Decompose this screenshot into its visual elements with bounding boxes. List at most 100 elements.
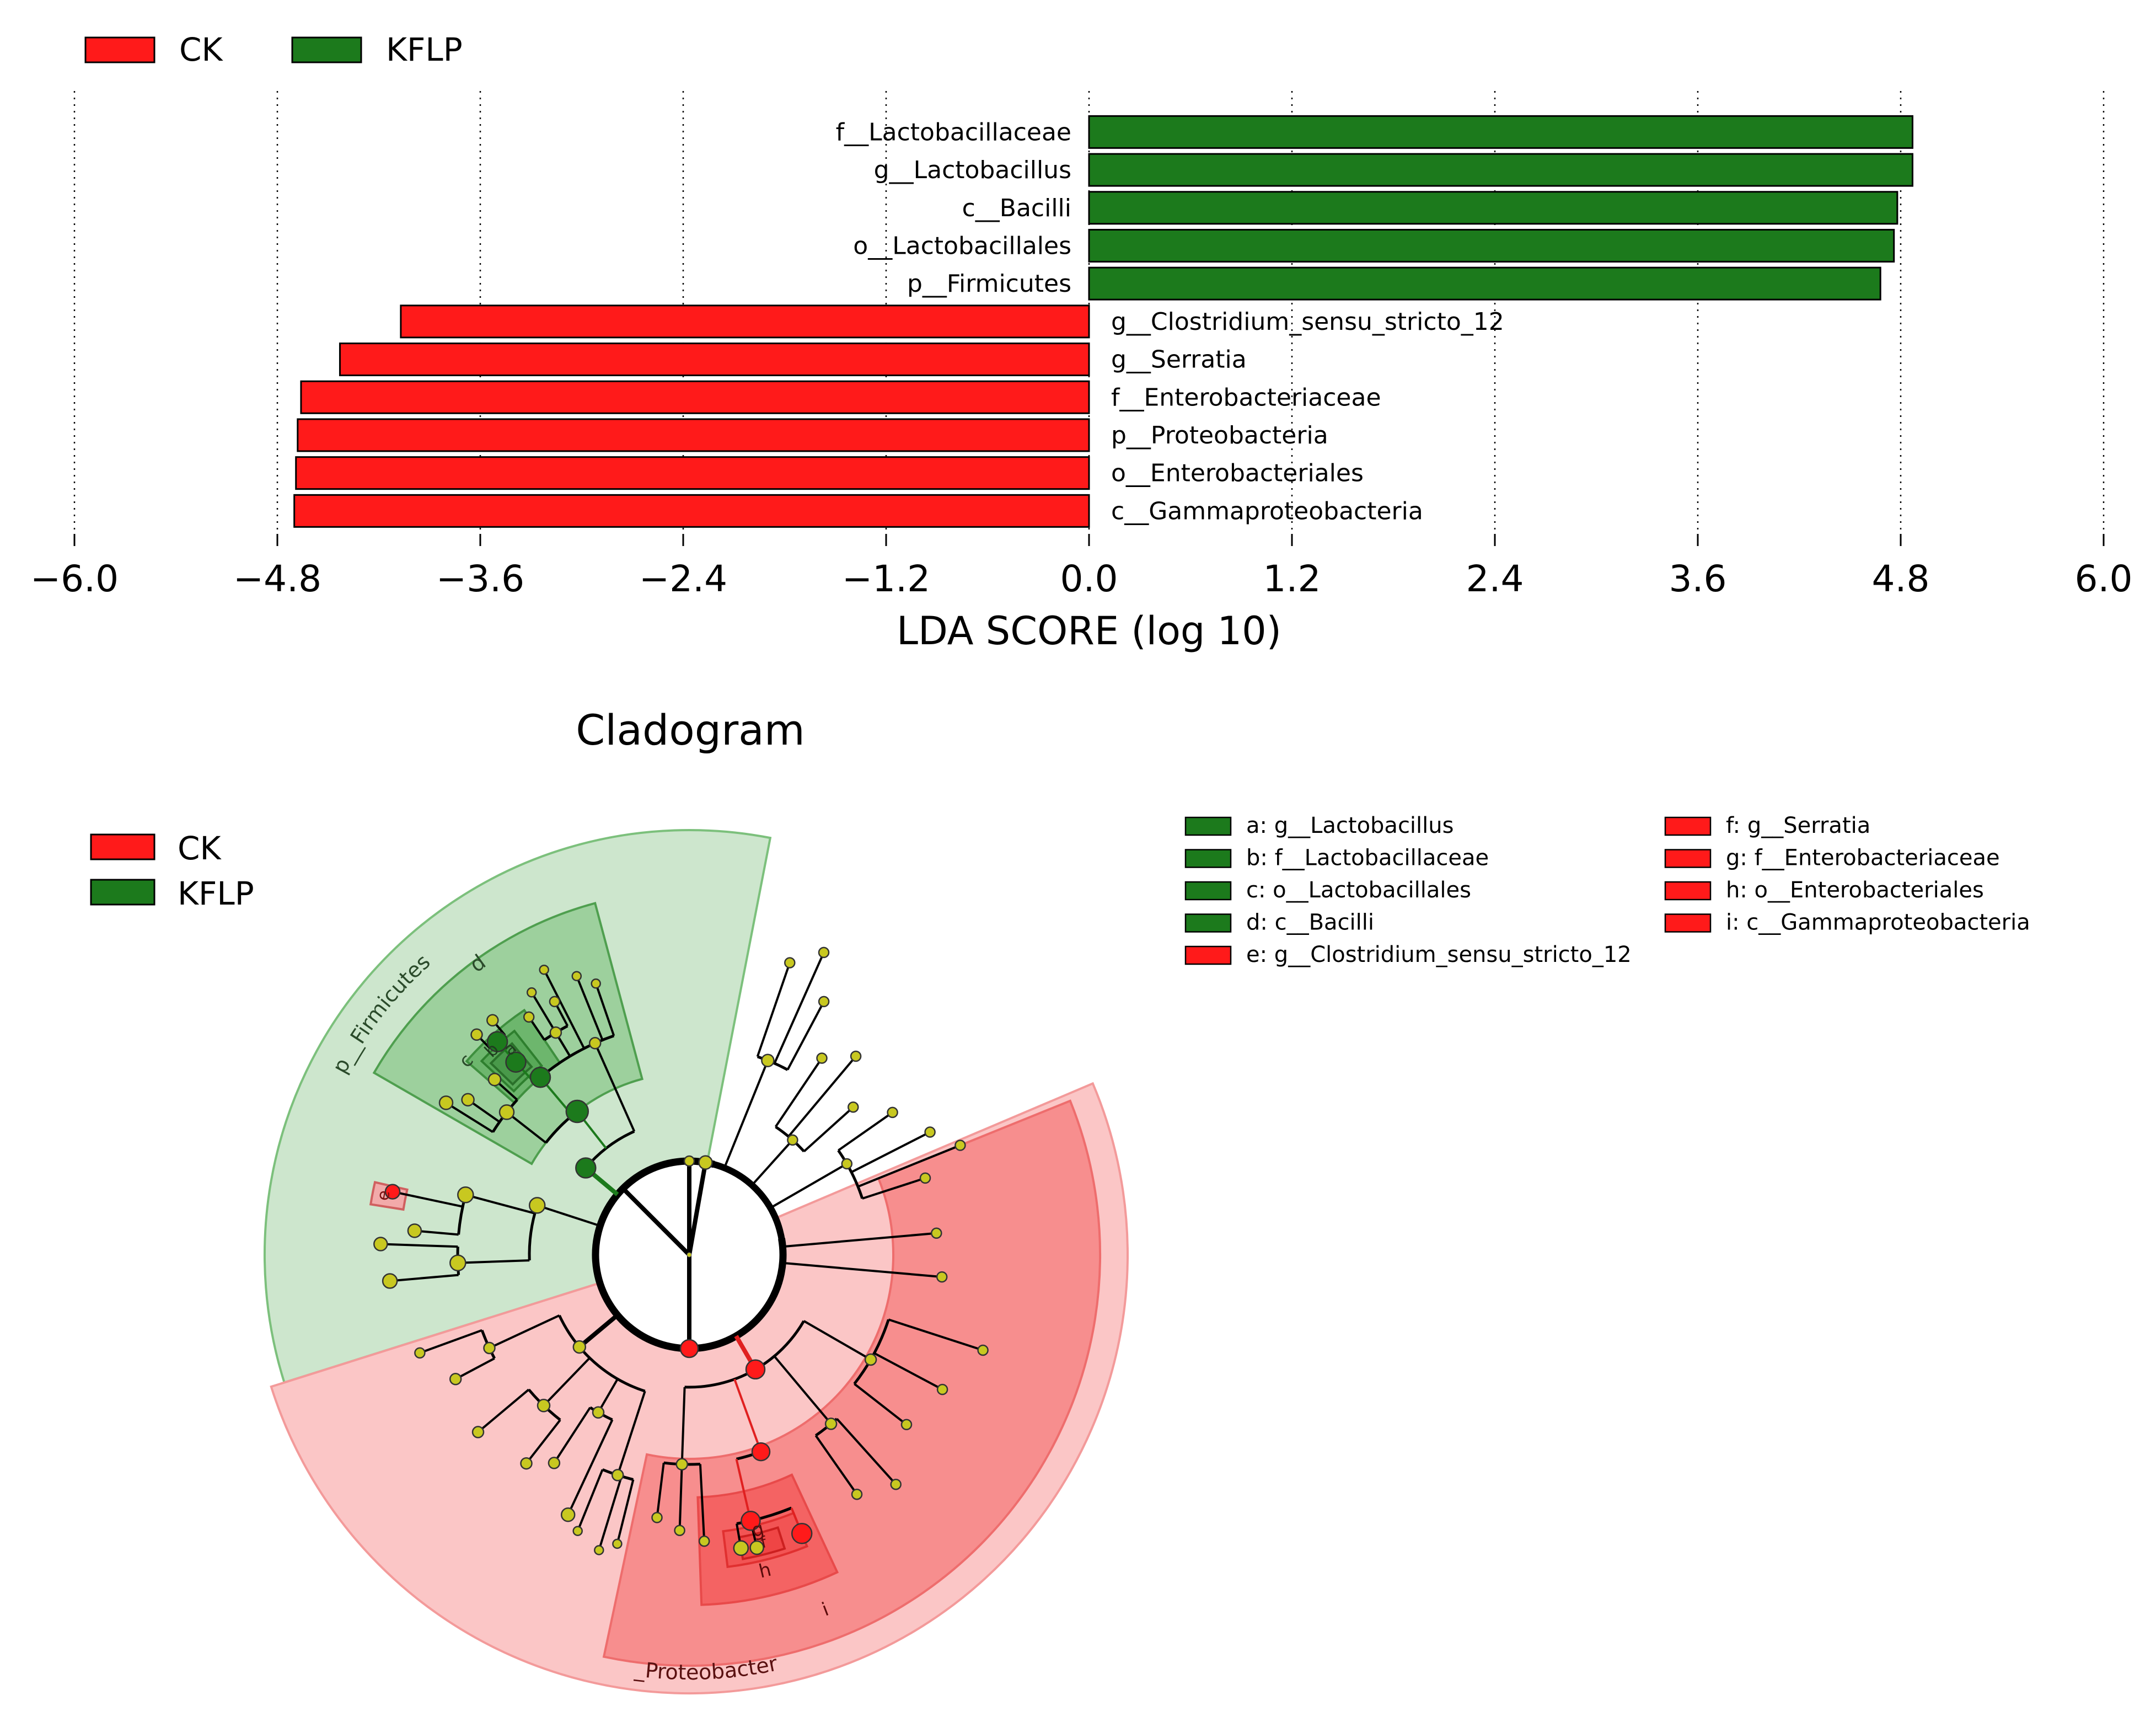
cladogram-node xyxy=(520,1457,533,1470)
cladogram-node xyxy=(528,1197,546,1214)
cladogram-branch xyxy=(567,1419,614,1516)
lda-tick-label: −6.0 xyxy=(30,558,119,600)
lda-bar xyxy=(300,380,1090,414)
cladogram-node xyxy=(674,1525,685,1536)
lda-tick-labels: −6.0 −4.8 −3.6 −2.4 −1.2 0.0 1.2 2.4 3.6 4.8 6.0 xyxy=(30,558,2133,600)
cladogram-branch xyxy=(616,1390,646,1476)
cladogram-node xyxy=(549,996,561,1008)
cladogram-branch xyxy=(770,1163,848,1209)
cladogram-node xyxy=(745,1359,766,1380)
cladogram-node xyxy=(549,1026,562,1039)
cladogram-branch-arc xyxy=(597,1186,626,1227)
cladogram-branch xyxy=(733,1378,762,1452)
cladogram-branch xyxy=(773,952,825,1064)
cladogram-key-label: e: g__Clostridium_sensu_stricto_12 xyxy=(1246,942,1632,967)
cladogram-branch xyxy=(537,1204,600,1227)
cladogram-node xyxy=(457,1186,474,1204)
cladogram-node xyxy=(741,1511,761,1531)
cladogram-branch xyxy=(699,1464,706,1542)
cladogram-branch xyxy=(543,969,586,1049)
lda-tick-label: 1.2 xyxy=(1263,558,1321,600)
cladogram-node xyxy=(900,1419,913,1431)
cladogram-branch xyxy=(803,1320,872,1361)
cladogram-node xyxy=(890,1478,902,1490)
cladogram-branch xyxy=(380,1243,458,1248)
cladogram-node xyxy=(591,978,601,989)
cladogram-node xyxy=(851,1488,863,1500)
cladogram-branch xyxy=(489,1314,560,1349)
cladogram-branch xyxy=(543,1357,591,1406)
cladogram-branch xyxy=(814,1435,858,1495)
cladogram-key-label: i: c__Gammaproteobacteria xyxy=(1726,910,2030,935)
cladogram-node xyxy=(751,1442,771,1462)
legend-kflp-label: KFLP xyxy=(386,31,463,68)
lda-gridlines xyxy=(73,91,2105,546)
cladogram-node xyxy=(373,1237,388,1251)
cladogram-key-label: d: c__Bacilli xyxy=(1246,910,1374,935)
cladogram-node xyxy=(698,1536,710,1547)
cladogram-legend-kflp-label: KFLP xyxy=(178,875,254,912)
cladogram-clade-regions xyxy=(263,829,1129,1695)
cladogram-key-swatch xyxy=(1184,945,1232,965)
lda-bar-label: g__Lactobacillus xyxy=(874,156,1071,184)
cladogram-branch xyxy=(787,1055,857,1137)
lda-bar xyxy=(1088,115,1913,149)
cladogram-node xyxy=(864,1353,877,1366)
lda-bar xyxy=(297,418,1090,452)
cladogram-node xyxy=(588,1037,602,1050)
cladogram-branch xyxy=(525,1419,561,1464)
cladogram-key: a: g__Lactobacillus b: f__Lactobacillacea… xyxy=(1184,813,2030,967)
cladogram-branch xyxy=(597,1378,619,1413)
cladogram-node xyxy=(787,1134,798,1146)
lda-bar-label: o__Lactobacillales xyxy=(853,232,1071,260)
lda-legend: CK KFLP xyxy=(84,31,463,68)
cladogram-node xyxy=(592,1406,605,1419)
cladogram-branch xyxy=(621,1186,691,1256)
cladogram-branch xyxy=(774,1057,823,1128)
cladogram-node xyxy=(560,1507,576,1522)
cladogram-node xyxy=(449,1373,462,1386)
cladogram-node xyxy=(679,1339,699,1358)
cladogram-branch xyxy=(455,1357,495,1381)
legend-ck-swatch xyxy=(84,36,155,63)
cladogram-node xyxy=(384,1184,401,1200)
lda-tick-label: 3.6 xyxy=(1669,558,1727,600)
lda-bar-label: p__Proteobacteria xyxy=(1111,421,1328,450)
lda-bars: f__Lactobacillaceae g__Lactobacillus c__Ba… xyxy=(293,115,1913,528)
cladogram-root-node xyxy=(687,1252,692,1258)
cladogram-branch-arc xyxy=(853,1319,890,1385)
cladogram-branch xyxy=(578,1313,619,1349)
lda-bar xyxy=(339,343,1090,377)
cladogram-branch-arc xyxy=(736,1506,792,1525)
cladogram-node xyxy=(487,1072,502,1087)
cladogram: p__Firmicutesp__Proteobacteriadcbaefghi xyxy=(263,829,1129,1695)
cladogram-branch xyxy=(553,1406,591,1464)
lda-tick-label: 4.8 xyxy=(1872,558,1930,600)
cladogram-node xyxy=(575,1157,597,1179)
cladogram-node xyxy=(414,1347,426,1359)
cladogram-branch xyxy=(782,1261,942,1279)
cladogram-legend: CK KFLP xyxy=(90,830,254,912)
cladogram-branch xyxy=(756,962,791,1057)
cladogram-node xyxy=(470,1028,483,1041)
lda-x-axis-label: LDA SCORE (log 10) xyxy=(897,608,1281,654)
lda-tick-label: −1.2 xyxy=(842,558,930,600)
cladogram-branch-arc xyxy=(558,1314,646,1393)
cladogram-node xyxy=(977,1344,989,1356)
cladogram-branch xyxy=(857,1144,961,1188)
cladogram-branch xyxy=(854,1383,908,1426)
lda-tick-label: 2.4 xyxy=(1466,558,1524,600)
cladogram-node xyxy=(816,1052,828,1064)
cladogram-node xyxy=(936,1383,948,1395)
cladogram-key-label: a: g__Lactobacillus xyxy=(1246,813,1454,838)
cladogram-node xyxy=(505,1051,527,1073)
cladogram-legend-ck-label: CK xyxy=(178,830,222,867)
cladogram-node xyxy=(407,1223,422,1238)
cladogram-node xyxy=(537,1399,551,1413)
cladogram-node xyxy=(548,1457,561,1469)
cladogram-node xyxy=(761,1053,775,1067)
cladogram-branch xyxy=(575,975,604,1041)
lda-bar-label: c__Bacilli xyxy=(962,194,1071,222)
cladogram-nodes xyxy=(373,946,989,1557)
